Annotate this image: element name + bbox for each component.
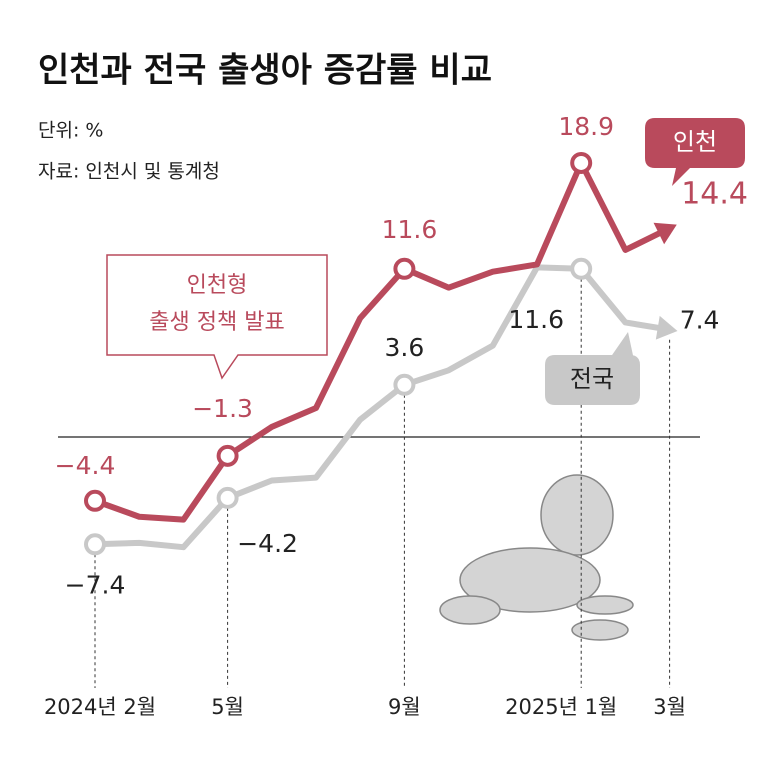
baby-head <box>540 474 614 556</box>
legend-bubble <box>645 118 745 186</box>
legend-bubble <box>545 332 640 405</box>
value-label: 11.6 <box>382 215 438 244</box>
x-tick-label: 3월 <box>653 695 686 719</box>
value-label: 3.6 <box>385 333 425 362</box>
value-label: 18.9 <box>558 112 614 141</box>
point-marker <box>216 486 239 509</box>
point-marker <box>84 489 106 512</box>
source-note: 자료: 인천시 및 통계청 <box>38 161 220 183</box>
baby-arm <box>571 619 629 641</box>
arrow-head <box>655 315 678 340</box>
unit-note: 단위: % <box>38 120 103 142</box>
x-tick-label: 2025년 1월 <box>505 695 617 719</box>
annotation-box: 인천형 출생 정책 발표 <box>106 254 328 380</box>
arrow-head <box>653 222 677 245</box>
x-tick-label: 2024년 2월 <box>44 695 156 719</box>
point-marker <box>570 151 593 174</box>
value-label: 11.6 <box>508 305 564 334</box>
legend-label: 인천 <box>673 128 717 156</box>
baby-leg <box>439 595 501 625</box>
value-label: −7.4 <box>65 570 126 599</box>
annotation-text: 인천형 <box>187 273 248 298</box>
point-marker <box>84 533 106 556</box>
value-label: −4.4 <box>55 451 116 480</box>
point-marker <box>393 257 416 280</box>
value-label: −4.2 <box>237 529 298 558</box>
baby-arm <box>576 595 634 615</box>
point-marker <box>570 257 593 280</box>
baby-body <box>459 547 601 613</box>
annotation-frame <box>106 254 328 380</box>
point-marker <box>216 444 239 467</box>
value-label: 14.4 <box>681 177 748 212</box>
baby-illustration <box>439 474 634 641</box>
legend-item: 전국 <box>545 332 640 405</box>
value-label: −1.3 <box>192 394 253 423</box>
legend-label: 전국 <box>570 365 614 393</box>
value-label: 7.4 <box>680 306 720 335</box>
legend-item: 인천 <box>645 118 745 186</box>
series-line <box>93 159 671 523</box>
chart-title: 인천과 전국 출생아 증감률 비교 <box>38 51 492 91</box>
x-tick-label: 9월 <box>388 695 421 719</box>
annotation-text: 출생 정책 발표 <box>149 310 284 335</box>
x-tick-label: 5월 <box>211 695 244 719</box>
point-marker <box>393 373 416 396</box>
